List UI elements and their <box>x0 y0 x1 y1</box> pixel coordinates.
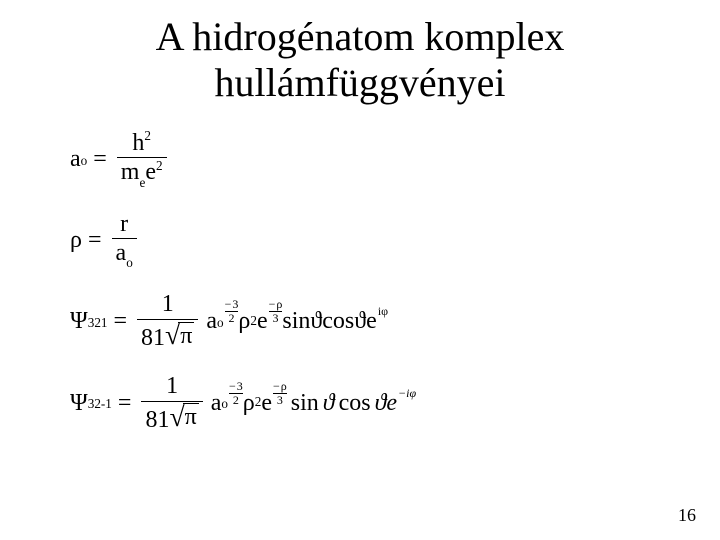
rho-den-sub: o <box>126 255 133 270</box>
psi32m1-e-exp-num: ρ <box>281 381 287 392</box>
psi32m1-a-exp-den: 2 <box>233 395 239 406</box>
psi32m1-e-exp: −ρ 3 <box>273 381 287 406</box>
psi321-e: e <box>257 308 268 335</box>
equals-icon: = <box>88 227 102 254</box>
psi321-a-exp-den: 2 <box>228 313 234 324</box>
a0-lhs-sub: o <box>81 153 88 169</box>
psi321-e-exp: −ρ 3 <box>269 299 283 324</box>
psi32m1-e2-exp: −iφ <box>398 386 416 401</box>
psi321-rho: ρ <box>238 308 250 335</box>
psi32m1-theta2: ϑ <box>375 390 387 417</box>
a0-den-m: m <box>121 159 140 185</box>
psi32m1-num: 1 <box>162 373 182 399</box>
equation-a0: ao = h2 mee2 <box>70 130 416 189</box>
a0-num-sup: 2 <box>144 128 151 143</box>
a0-fraction: h2 mee2 <box>117 130 167 189</box>
psi32m1-rho: ρ <box>243 390 255 417</box>
rho-lhs: ρ <box>70 227 82 254</box>
equation-psi32m1: Ψ32-1 = 1 81√π ao−32 ρ2 e−ρ3 sinϑcosϑe−i… <box>70 373 416 433</box>
a0-den-m-sub: e <box>139 175 145 190</box>
rho-den-base: a <box>116 240 127 266</box>
psi321-a-exp-num: 3 <box>232 299 238 310</box>
neg-icon: − <box>229 381 236 392</box>
rho-num: r <box>116 211 132 237</box>
psi32m1-sin: sin <box>291 390 319 417</box>
equals-icon: = <box>93 146 107 173</box>
sqrt-icon: √π <box>165 321 194 351</box>
psi32m1-sub: 32-1 <box>88 396 112 412</box>
neg-icon: − <box>225 299 232 310</box>
psi321-e-exp-num: ρ <box>276 299 282 310</box>
psi321-e2-exp: iφ <box>378 304 388 319</box>
title-line-1: A hidrogénatom komplex <box>156 14 565 59</box>
psi321-a-exp: −3 2 <box>225 299 239 324</box>
psi321-e-exp-den: 3 <box>272 313 278 324</box>
psi32m1-coeff: 1 81√π <box>141 373 202 433</box>
psi32m1-theta1: ϑ <box>323 390 335 417</box>
equals-icon: = <box>118 390 132 417</box>
psi321-coeff: 1 81√π <box>137 291 198 351</box>
psi32m1-rho-sup: 2 <box>255 394 262 410</box>
psi32m1-den-81: 81 <box>145 407 169 433</box>
psi32m1-e-exp-den: 3 <box>277 395 283 406</box>
psi32m1-a-exp: −3 2 <box>229 381 243 406</box>
psi321-sin: sin <box>282 308 310 335</box>
neg-icon: − <box>269 299 276 310</box>
a0-den-e: e <box>145 159 156 185</box>
psi32m1-base: Ψ <box>70 390 88 417</box>
psi321-den-81: 81 <box>141 325 165 351</box>
psi321-cos: cos <box>322 308 354 335</box>
psi321-theta2: ϑ <box>354 308 366 335</box>
a0-num-base: h <box>132 130 144 156</box>
equations-block: ao = h2 mee2 ρ = r <box>70 130 416 455</box>
sqrt-icon: √π <box>169 403 198 433</box>
psi32m1-a-sub: o <box>221 396 228 412</box>
psi321-a-base: a <box>206 308 217 335</box>
equation-rho: ρ = r ao <box>70 211 416 270</box>
psi32m1-a-base: a <box>211 390 222 417</box>
slide-title: A hidrogénatom komplex hullámfüggvényei <box>0 0 720 106</box>
psi32m1-a-exp-num: 3 <box>237 381 243 392</box>
a0-den-e-sup: 2 <box>156 158 163 173</box>
psi321-a-sub: o <box>217 315 224 331</box>
page-number: 16 <box>678 505 696 526</box>
equation-psi321: Ψ321 = 1 81√π ao−32 ρ2 e−ρ3 sinϑcosϑeiφ <box>70 291 416 351</box>
psi321-e2: e <box>366 308 377 335</box>
psi321-rho-sup: 2 <box>250 313 257 329</box>
psi321-sub: 321 <box>88 315 108 331</box>
rho-fraction: r ao <box>112 211 137 270</box>
psi32m1-e: e <box>261 390 272 417</box>
psi321-den-pi: π <box>178 322 194 351</box>
title-line-2: hullámfüggvényei <box>214 60 505 105</box>
psi32m1-cos: cos <box>339 390 371 417</box>
psi32m1-den-pi: π <box>183 403 199 432</box>
neg-icon: − <box>273 381 280 392</box>
psi321-theta1: ϑ <box>310 308 322 335</box>
psi321-base: Ψ <box>70 308 88 335</box>
psi32m1-e2: e <box>386 390 397 417</box>
psi321-num: 1 <box>158 291 178 317</box>
a0-lhs-base: a <box>70 146 81 173</box>
slide: A hidrogénatom komplex hullámfüggvényei … <box>0 0 720 540</box>
equals-icon: = <box>114 308 128 335</box>
